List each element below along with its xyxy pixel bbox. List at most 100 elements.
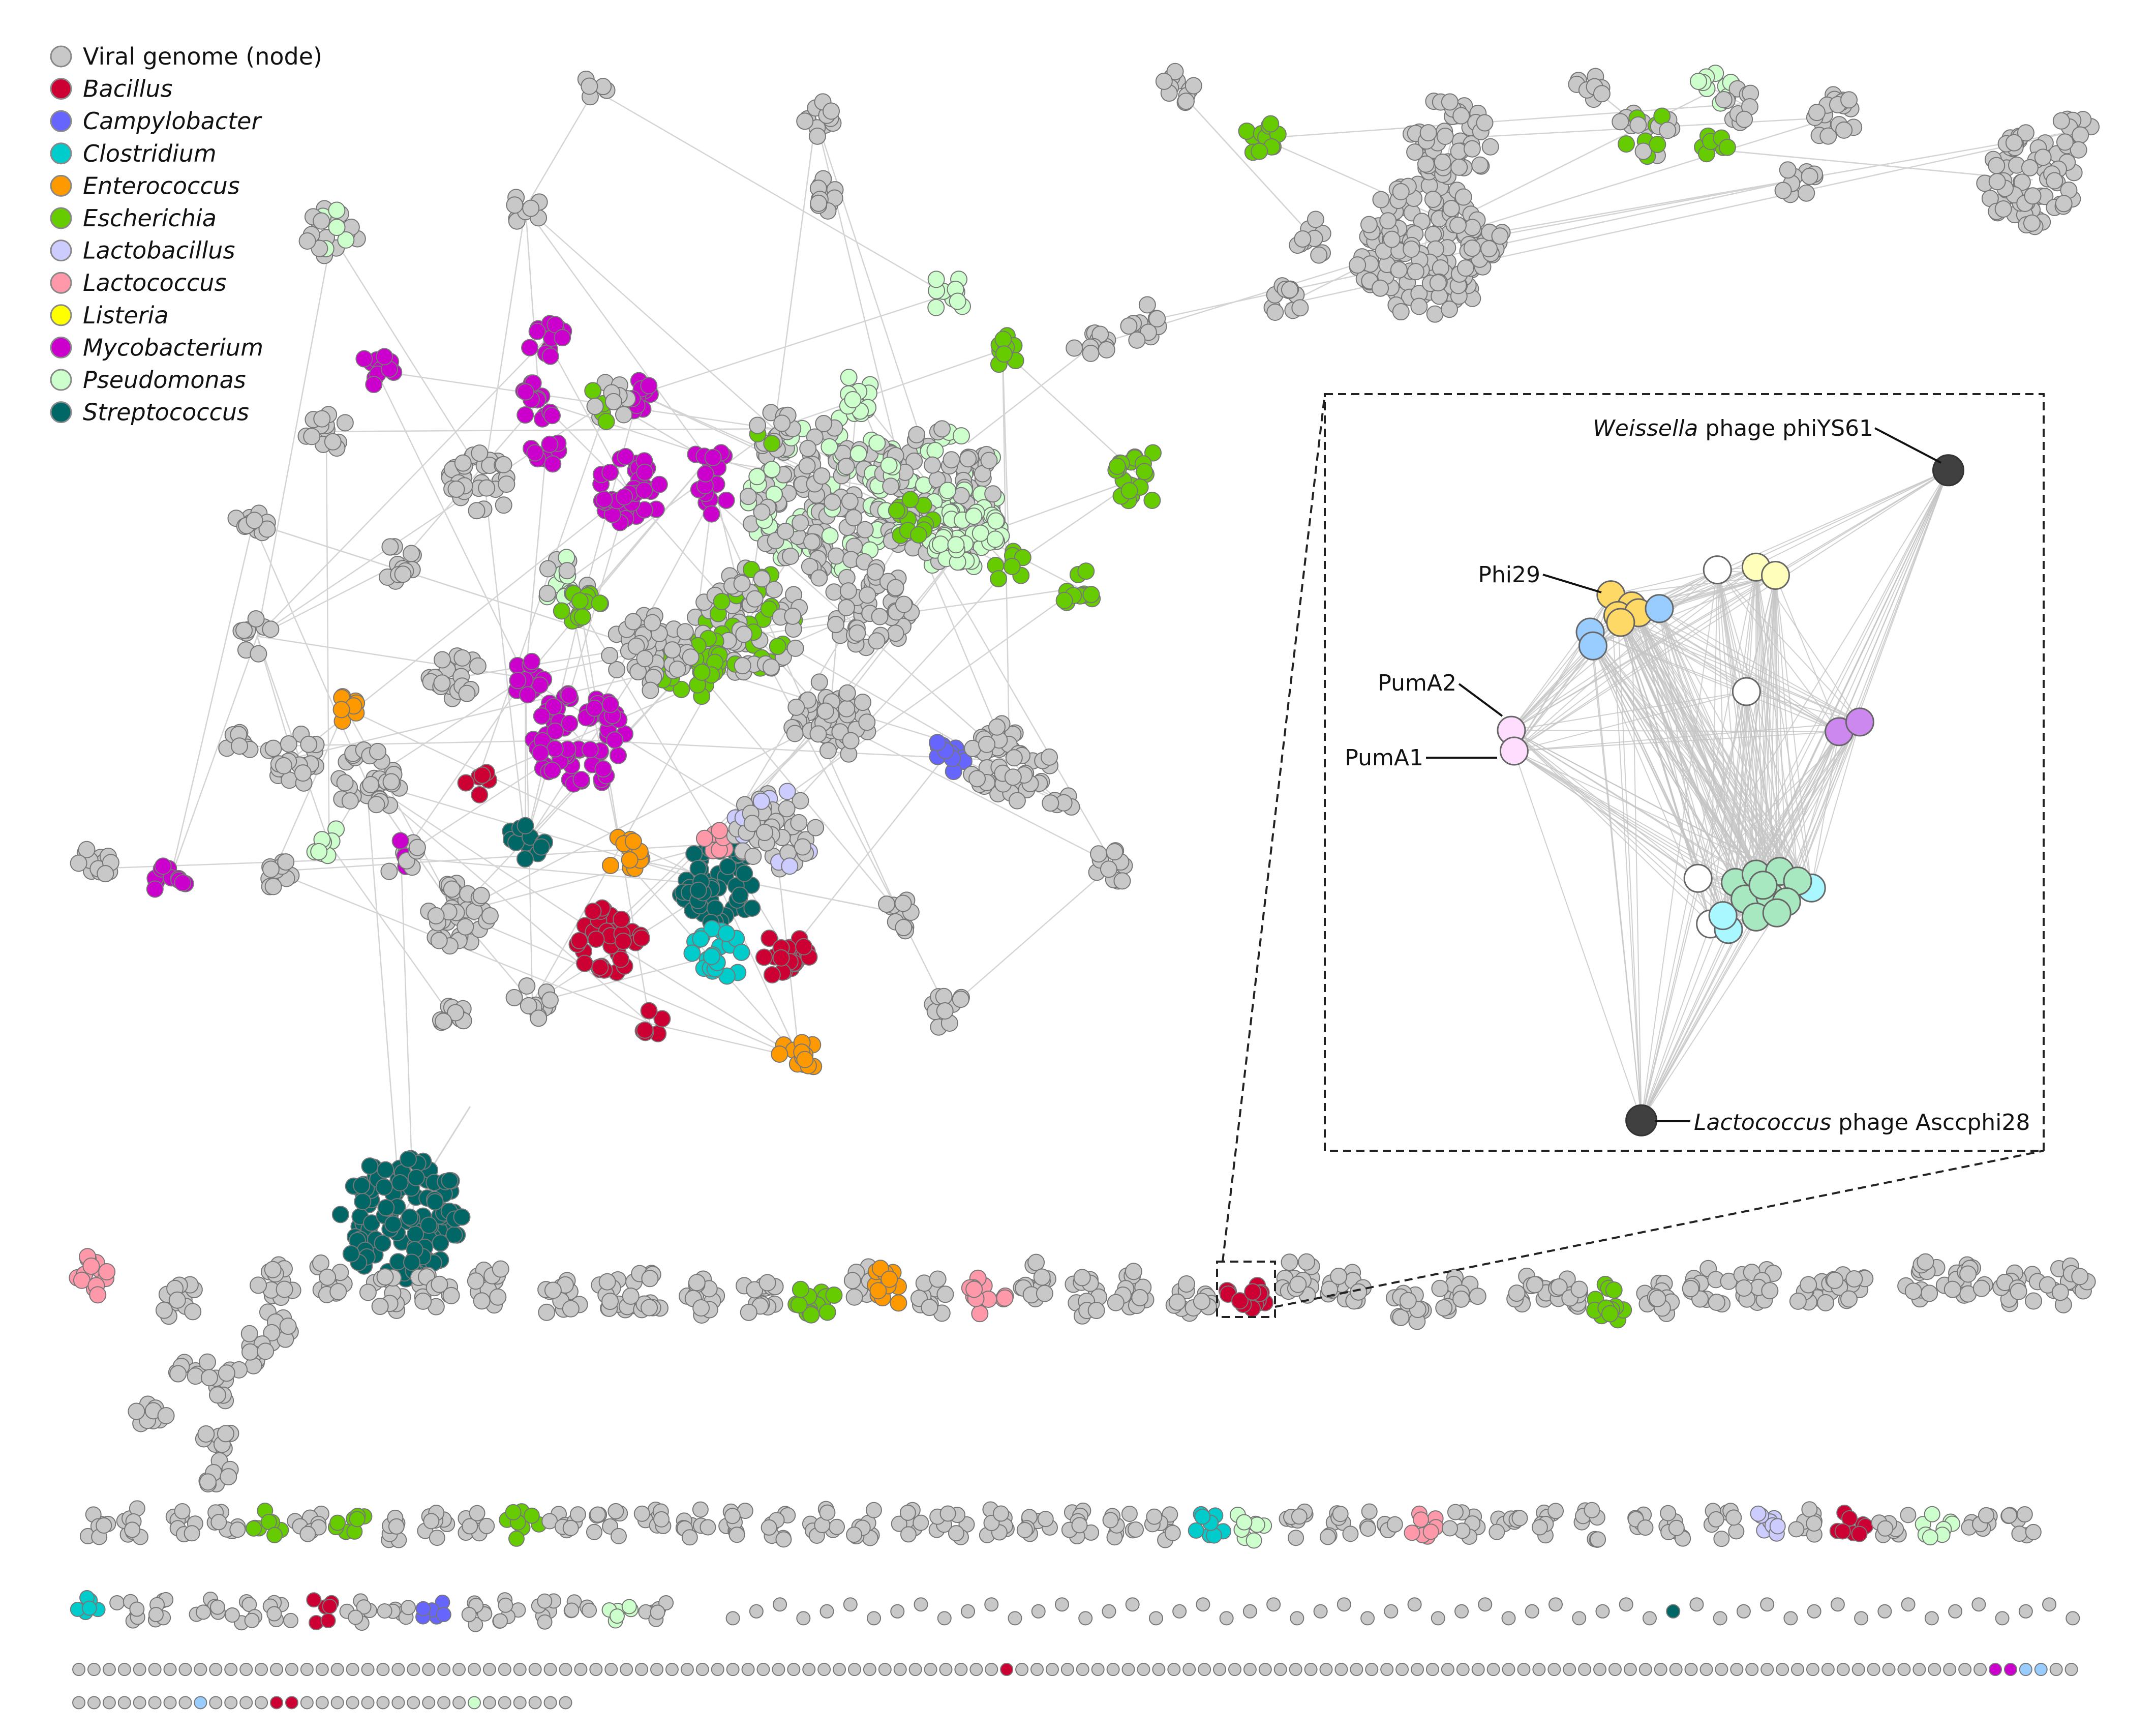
node: [361, 1696, 375, 1710]
node: [1456, 259, 1474, 277]
node: [927, 298, 945, 316]
node: [586, 398, 604, 415]
node: [893, 1663, 907, 1677]
node: [842, 732, 860, 750]
node: [736, 864, 753, 882]
node: [239, 1663, 253, 1677]
node: [683, 944, 701, 962]
edge: [525, 89, 595, 208]
node: [346, 1696, 359, 1710]
node: [749, 1604, 764, 1619]
node: [518, 977, 536, 995]
edge: [947, 864, 1114, 1010]
node: [2018, 1604, 2033, 1619]
node: [1077, 562, 1095, 580]
node: [422, 1696, 436, 1710]
node: [299, 1526, 316, 1542]
node: [1806, 1515, 1823, 1532]
node: [467, 1663, 481, 1677]
node: [717, 491, 735, 509]
node: [89, 1286, 107, 1304]
node: [209, 1663, 223, 1677]
node: [978, 735, 996, 753]
node: [1637, 1519, 1654, 1536]
node: [1078, 1611, 1093, 1626]
node: [1434, 154, 1451, 171]
node: [1525, 1604, 1539, 1619]
legend-swatch: [50, 304, 72, 326]
node: [695, 1663, 709, 1677]
node: [1638, 1663, 1652, 1677]
node: [693, 664, 711, 681]
node: [336, 414, 354, 432]
edge: [967, 345, 1093, 443]
node: [403, 1253, 420, 1271]
node: [96, 1517, 112, 1534]
edge: [293, 663, 692, 759]
inset-edge: [1641, 912, 1778, 1121]
node: [1350, 1663, 1363, 1677]
node: [923, 456, 941, 474]
node: [1148, 310, 1166, 327]
node: [763, 966, 781, 984]
node: [1489, 1523, 1505, 1540]
node: [376, 1663, 390, 1677]
node: [1417, 155, 1435, 173]
node: [741, 1663, 755, 1677]
node: [650, 1663, 663, 1677]
node: [713, 593, 731, 611]
node: [908, 1663, 922, 1677]
node: [1148, 1611, 1163, 1626]
node: [621, 851, 639, 869]
node: [1629, 116, 1647, 134]
node: [146, 880, 164, 898]
edge: [456, 912, 800, 1059]
node: [1725, 1509, 1742, 1526]
node: [700, 1519, 716, 1536]
node: [935, 988, 953, 1005]
node: [1988, 157, 2006, 174]
node: [1386, 1516, 1403, 1533]
label-puma2: PumA2: [1378, 670, 1456, 696]
node: [769, 638, 786, 655]
node: [472, 887, 490, 905]
node: [194, 1696, 207, 1710]
legend-swatch: [50, 142, 72, 165]
node: [148, 1607, 164, 1623]
node: [1801, 167, 1818, 185]
node: [528, 1696, 542, 1710]
node: [1776, 1663, 1789, 1677]
edge: [456, 843, 719, 914]
node: [1972, 1279, 1990, 1297]
node: [1383, 230, 1401, 248]
node: [772, 949, 790, 967]
node: [1143, 491, 1161, 509]
node: [1395, 1663, 1409, 1677]
node: [1882, 1663, 1896, 1677]
node: [70, 854, 87, 872]
node: [1817, 1294, 1835, 1311]
node: [1447, 1504, 1464, 1520]
node: [374, 1234, 391, 1252]
node: [995, 345, 1013, 363]
node: [582, 1602, 597, 1618]
node: [184, 1303, 202, 1321]
node: [1480, 240, 1498, 258]
node: [692, 1501, 709, 1518]
node: [848, 624, 866, 642]
node: [947, 536, 965, 554]
node: [478, 479, 496, 497]
node: [355, 350, 373, 368]
legend-label: Clostridium: [83, 140, 217, 167]
node: [328, 201, 346, 219]
legend-swatch: [50, 174, 72, 197]
node: [250, 645, 267, 663]
inset-subnetwork: Weissella phage phiYS61 Phi29 PumA2 PumA…: [1345, 415, 2030, 1137]
node: [1791, 1663, 1804, 1677]
node: [921, 1299, 938, 1317]
node: [1994, 200, 2012, 218]
node: [1944, 1280, 1961, 1298]
node: [1715, 1663, 1728, 1677]
node: [1921, 1284, 1938, 1302]
node: [1924, 1506, 1940, 1522]
